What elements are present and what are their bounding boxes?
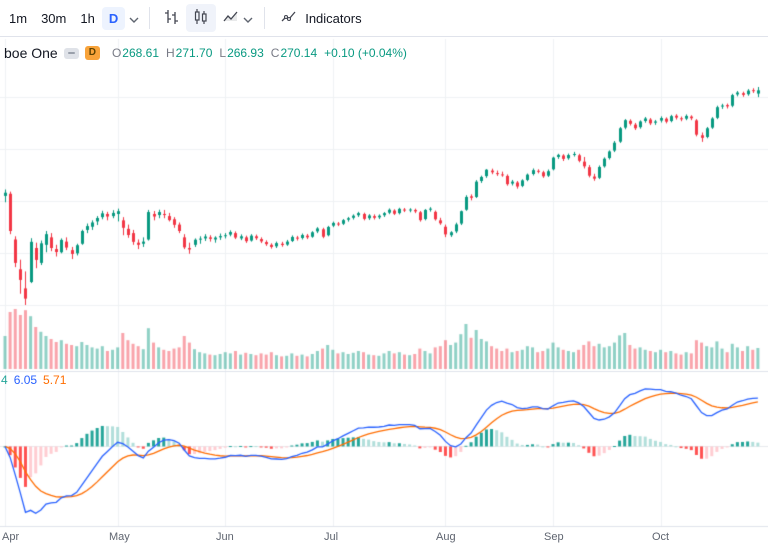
- chevron-down-icon: [243, 11, 253, 26]
- indicators-icon: [279, 7, 299, 30]
- high-label: H: [166, 46, 175, 60]
- interval-badge[interactable]: D: [84, 46, 100, 60]
- toolbar-separator: [149, 7, 151, 29]
- data-source-chip: [63, 47, 79, 59]
- close-label: C: [270, 46, 280, 60]
- indicators-button[interactable]: Indicators: [271, 3, 369, 34]
- macd-signal-value: 5.71: [43, 373, 67, 387]
- top-toolbar: 1m 30m 1h D: [0, 0, 768, 37]
- time-axis[interactable]: Apr May Jun Jul Aug Sep Oct: [0, 531, 768, 549]
- bar-style-button[interactable]: [156, 4, 186, 32]
- chart-area: boe One D O 268.61 H 271.70 L 266.93 C 270.1…: [0, 37, 768, 550]
- candles-icon: [191, 7, 211, 30]
- open-value: 268.61: [122, 46, 159, 60]
- high-value: 271.70: [175, 46, 213, 60]
- dash-icon: [67, 52, 75, 54]
- change-value: +0.10 (+0.04%): [324, 46, 407, 60]
- symbol-legend: boe One D O 268.61 H 271.70 L 266.93 C 270.1…: [4, 45, 407, 61]
- axis-month-label: Jul: [324, 531, 339, 543]
- close-value: 270.14: [280, 46, 318, 60]
- open-label: O: [111, 46, 122, 60]
- timeframe-1h-button[interactable]: 1h: [73, 7, 101, 30]
- axis-month-label: Aug: [436, 531, 456, 543]
- timeframe-1m-button[interactable]: 1m: [2, 7, 34, 30]
- macd-line-value: 6.05: [13, 373, 38, 387]
- ohlc-values: O 268.61 H 271.70 L 266.93 C 270.14 +0.10 (+…: [112, 46, 407, 60]
- candle-style-button[interactable]: [186, 4, 217, 32]
- indicators-label: Indicators: [305, 10, 362, 26]
- timeframe-daily-button[interactable]: D: [101, 6, 126, 30]
- area-chart-icon: [221, 7, 241, 30]
- chevron-down-icon: [129, 11, 139, 26]
- area-style-dropdown-button[interactable]: [216, 4, 258, 32]
- symbol-name[interactable]: boe One: [4, 45, 58, 61]
- low-label: L: [219, 46, 227, 60]
- axis-month-label: Sep: [544, 531, 564, 543]
- low-value: 266.93: [227, 46, 264, 60]
- timeframe-30m-button[interactable]: 30m: [34, 7, 73, 30]
- axis-month-label: Oct: [652, 531, 670, 543]
- timeframe-menu-button[interactable]: [125, 4, 143, 32]
- price-chart-canvas[interactable]: [0, 37, 768, 550]
- axis-month-label: Apr: [2, 531, 20, 543]
- axis-month-label: Jun: [216, 531, 234, 543]
- axis-month-label: May: [109, 531, 130, 543]
- bars-icon: [161, 7, 181, 30]
- macd-legend: 4 6.05 5.71: [1, 373, 66, 387]
- toolbar-separator: [264, 7, 266, 29]
- macd-histogram-value: 4: [1, 373, 8, 387]
